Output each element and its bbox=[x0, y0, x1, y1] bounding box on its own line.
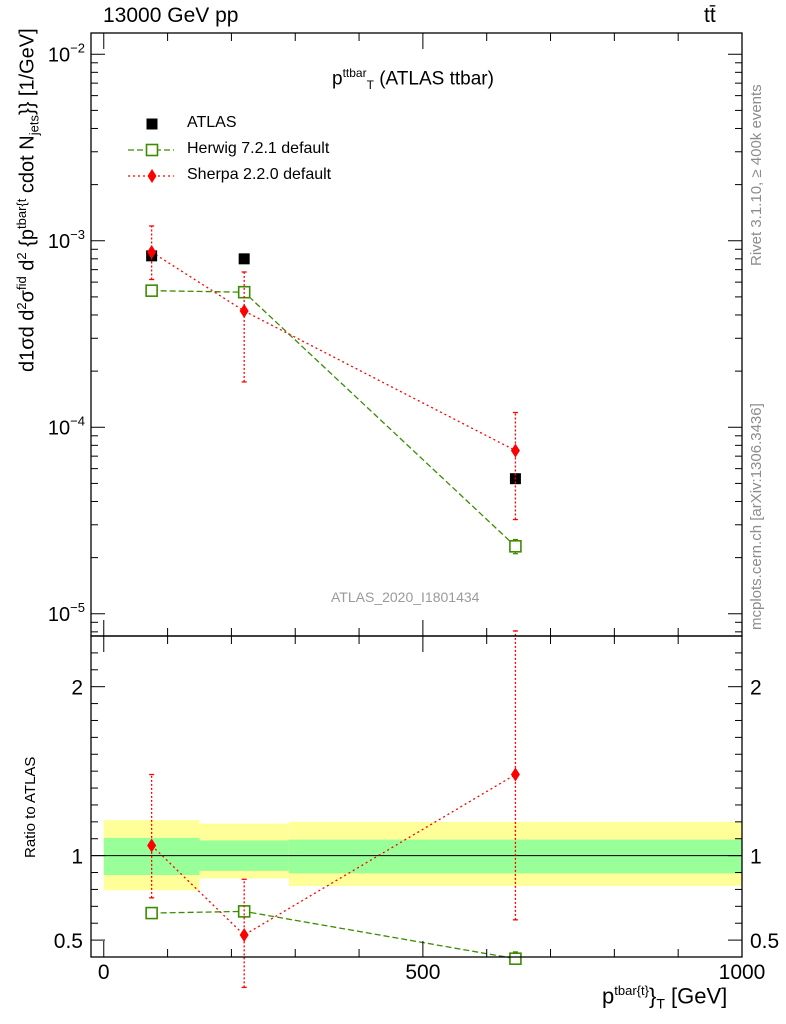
main-ytick-label-0: 10−2 bbox=[48, 40, 85, 66]
main-line-sherpa bbox=[151, 251, 516, 452]
ratio-ytick-label-right-2: 2 bbox=[750, 677, 762, 700]
xtick-label-1-part: 500 bbox=[405, 961, 440, 984]
xtick-label-0: 0 bbox=[98, 961, 110, 984]
ratio-ytick-label-left-2: 2 bbox=[71, 677, 83, 700]
ylabel-part-m: cdot N bbox=[16, 135, 39, 194]
main-ytick-label-1: 10−3 bbox=[48, 227, 85, 253]
axis-ticks bbox=[91, 33, 743, 958]
main-ytick-label-1-part: −3 bbox=[70, 227, 85, 242]
main-point-sherpa-0 bbox=[147, 245, 157, 260]
ylabel-part-i: d bbox=[16, 259, 39, 271]
series-marks bbox=[145, 225, 522, 989]
ratio-ytick-label-left-0: 0.5 bbox=[54, 930, 83, 953]
ratio-ytick-label-right-0-part: 0.5 bbox=[750, 930, 779, 953]
ratio-ytick-label-left-1-part: 1 bbox=[71, 846, 83, 869]
ylabel-part-j: 2 bbox=[14, 252, 29, 260]
plot-title: pttbarT (ATLAS ttbar) bbox=[332, 66, 494, 92]
ratio-ytick-label-right-2-part: 2 bbox=[750, 677, 762, 700]
main-point-herwig-0 bbox=[145, 284, 158, 297]
ratio-point-herwig-0 bbox=[145, 906, 158, 920]
ylabel-part-k: {p bbox=[16, 229, 39, 253]
ratio-frame bbox=[90, 635, 743, 958]
main-ytick-label-0-part: −2 bbox=[70, 40, 85, 55]
rivet-version-label: Rivet 3.1.10, ≥ 400k events bbox=[748, 84, 765, 266]
ratio-point-sherpa-0 bbox=[147, 838, 157, 853]
xlabel-p: p bbox=[602, 983, 615, 1009]
ylabel-part-o: }} [1/GeV] bbox=[16, 28, 39, 116]
xtick-label-2-part: 1000 bbox=[719, 961, 766, 984]
ylabel-part-h: fid bbox=[14, 276, 29, 291]
ylabel-part-l: tbar{t bbox=[14, 198, 29, 229]
main-errbar-sherpa-1 bbox=[241, 271, 247, 383]
ratio-ytick-label-right-0: 0.5 bbox=[750, 930, 779, 953]
main-ytick-label-0-part: 10 bbox=[48, 44, 70, 66]
ratio-ytick-label-left-0-part: 0.5 bbox=[54, 930, 83, 953]
main-ytick-label-3-part: −5 bbox=[70, 600, 85, 615]
ylabel-part-a: d bbox=[16, 360, 39, 372]
legend-marks bbox=[128, 118, 174, 183]
ratio-point-sherpa-1 bbox=[239, 928, 249, 943]
main-ytick-label-2-part: −4 bbox=[70, 413, 85, 428]
ylabel-part-d: d bbox=[16, 326, 39, 338]
ratio-ytick-label-right-1: 1 bbox=[750, 846, 762, 869]
main-point-herwig-2 bbox=[509, 540, 522, 553]
xtick-label-1: 500 bbox=[405, 961, 440, 984]
main-ytick-label-3-part: 10 bbox=[48, 604, 70, 626]
tick-labels: 10−210−310−410−50.5 0.51 12 20 500 1000 bbox=[48, 40, 779, 984]
ratio-errbar-sherpa-0 bbox=[149, 773, 155, 899]
ratio-ytick-label-right-1-part: 1 bbox=[750, 846, 762, 869]
legend-label-atlas: ATLAS bbox=[187, 114, 237, 131]
axes-frames bbox=[90, 32, 743, 958]
legend-marker-herwig bbox=[145, 143, 159, 157]
main-line-herwig bbox=[151, 290, 516, 547]
plot-title-sup: ttbar bbox=[342, 66, 367, 80]
ylabel-part-n: jets bbox=[26, 115, 42, 136]
legend-label-sherpa: Sherpa 2.2.0 default bbox=[187, 166, 332, 183]
ratio-ytick-label-left-1: 1 bbox=[71, 846, 83, 869]
main-ytick-label-1-part: 10 bbox=[48, 231, 70, 253]
plot-title-rest: (ATLAS ttbar) bbox=[373, 68, 494, 90]
xtick-label-0-part: 0 bbox=[98, 961, 110, 984]
legend-marker-sherpa bbox=[147, 169, 157, 183]
ylabel-part-g: σ bbox=[16, 290, 39, 303]
analysis-id-watermark: ATLAS_2020_I1801434 bbox=[331, 589, 480, 605]
plot-title-p: p bbox=[332, 68, 343, 90]
xtick-label-2: 1000 bbox=[719, 961, 766, 984]
process-label: tt̄ bbox=[704, 4, 716, 27]
ratio-band-inner-2 bbox=[288, 839, 742, 874]
collision-energy-label: 13000 GeV pp bbox=[103, 4, 239, 27]
legend-label-herwig: Herwig 7.2.1 default bbox=[187, 140, 330, 157]
mcplots-label: mcplots.cern.ch [arXiv:1306.3436] bbox=[748, 403, 765, 630]
main-ytick-label-2: 10−4 bbox=[48, 413, 85, 439]
xlabel-close: } bbox=[648, 983, 657, 1009]
plot-title-sub: T bbox=[366, 78, 374, 93]
ylabel-part-b: 1 bbox=[16, 349, 39, 361]
xlabel-sup: tbar{t} bbox=[614, 983, 649, 998]
main-errbar-sherpa-2 bbox=[512, 411, 518, 521]
ratio-point-herwig-2 bbox=[509, 952, 522, 965]
ylabel-part-e: d bbox=[16, 309, 39, 321]
ratio-ytick-label-left-2-part: 2 bbox=[71, 677, 83, 700]
ratio-line-herwig bbox=[151, 910, 516, 960]
ratio-errbar-sherpa-1 bbox=[241, 878, 247, 989]
main-errbar-sherpa-0 bbox=[149, 225, 155, 281]
main-ytick-label-2-part: 10 bbox=[48, 417, 70, 439]
main-point-data-1 bbox=[238, 253, 250, 265]
xlabel-sub: T bbox=[656, 995, 665, 1012]
main-point-sherpa-1 bbox=[239, 304, 249, 319]
main-y-axis-label: d1σd d2σfid d2 {ptbar{t cdot Njets}} [1/… bbox=[14, 28, 42, 372]
legend-marker-data bbox=[146, 118, 158, 130]
main-ytick-label-3: 10−5 bbox=[48, 600, 85, 626]
xlabel-unit: [GeV] bbox=[664, 983, 728, 1009]
ylabel-part-c: σ bbox=[16, 337, 39, 350]
ratio-point-sherpa-2 bbox=[510, 767, 520, 782]
ratio-y-axis-label: Ratio to ATLAS bbox=[22, 756, 39, 858]
ylabel-part-f: 2 bbox=[14, 302, 29, 310]
main-point-sherpa-2 bbox=[510, 443, 520, 458]
x-axis-label: ptbar{t}}T [GeV] bbox=[602, 983, 727, 1012]
